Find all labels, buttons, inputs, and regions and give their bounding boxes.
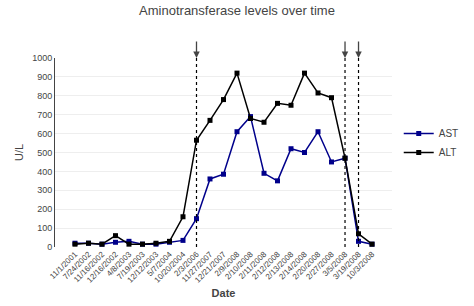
- svg-text:0: 0: [47, 242, 52, 252]
- svg-text:2/13/2008: 2/13/2008: [264, 249, 296, 281]
- svg-text:4/8/2003: 4/8/2003: [105, 249, 134, 278]
- svg-text:7/19/2003: 7/19/2003: [115, 249, 147, 281]
- svg-text:800: 800: [37, 91, 52, 101]
- svg-text:11/1/2001: 11/1/2001: [48, 249, 79, 280]
- svg-text:900: 900: [37, 72, 52, 82]
- svg-text:11/27/2007: 11/27/2007: [180, 249, 215, 284]
- svg-text:2/3/2006: 2/3/2006: [172, 249, 201, 278]
- svg-text:2/27/2008: 2/27/2008: [304, 249, 336, 281]
- svg-text:12/21/2007: 12/21/2007: [193, 249, 228, 284]
- svg-text:2/11/2008: 2/11/2008: [237, 249, 268, 280]
- svg-text:12/12/2003: 12/12/2003: [126, 249, 161, 284]
- svg-text:10/3/2008: 10/3/2008: [345, 249, 377, 281]
- svg-text:2/10/2008: 2/10/2008: [223, 249, 255, 281]
- svg-text:12/16/2002: 12/16/2002: [85, 249, 120, 284]
- svg-text:5/7/2004: 5/7/2004: [145, 249, 174, 278]
- svg-text:Aminotransferase levels over t: Aminotransferase levels over time: [139, 3, 335, 18]
- svg-text:100: 100: [37, 223, 52, 233]
- svg-text:10/20/2004: 10/20/2004: [153, 249, 188, 284]
- svg-text:1000: 1000: [32, 53, 52, 63]
- svg-text:700: 700: [37, 110, 52, 120]
- svg-text:2/12/2008: 2/12/2008: [250, 249, 282, 281]
- svg-text:300: 300: [37, 185, 52, 195]
- svg-text:200: 200: [37, 204, 52, 214]
- svg-text:ALT: ALT: [439, 147, 457, 158]
- svg-text:3/19/2008: 3/19/2008: [331, 249, 363, 281]
- svg-text:600: 600: [37, 129, 52, 139]
- svg-text:7/24/2002: 7/24/2002: [61, 249, 93, 281]
- svg-text:500: 500: [37, 148, 52, 158]
- svg-text:Date: Date: [212, 287, 236, 299]
- svg-text:2/20/2008: 2/20/2008: [291, 249, 323, 281]
- svg-text:11/16/2002: 11/16/2002: [72, 249, 107, 284]
- svg-text:2/14/2008: 2/14/2008: [277, 249, 309, 281]
- svg-text:3/5/2008: 3/5/2008: [321, 249, 350, 278]
- svg-text:AST: AST: [439, 128, 458, 139]
- svg-text:400: 400: [37, 167, 52, 177]
- svg-text:U/L: U/L: [13, 144, 25, 161]
- svg-text:2/9/2008: 2/9/2008: [213, 249, 242, 278]
